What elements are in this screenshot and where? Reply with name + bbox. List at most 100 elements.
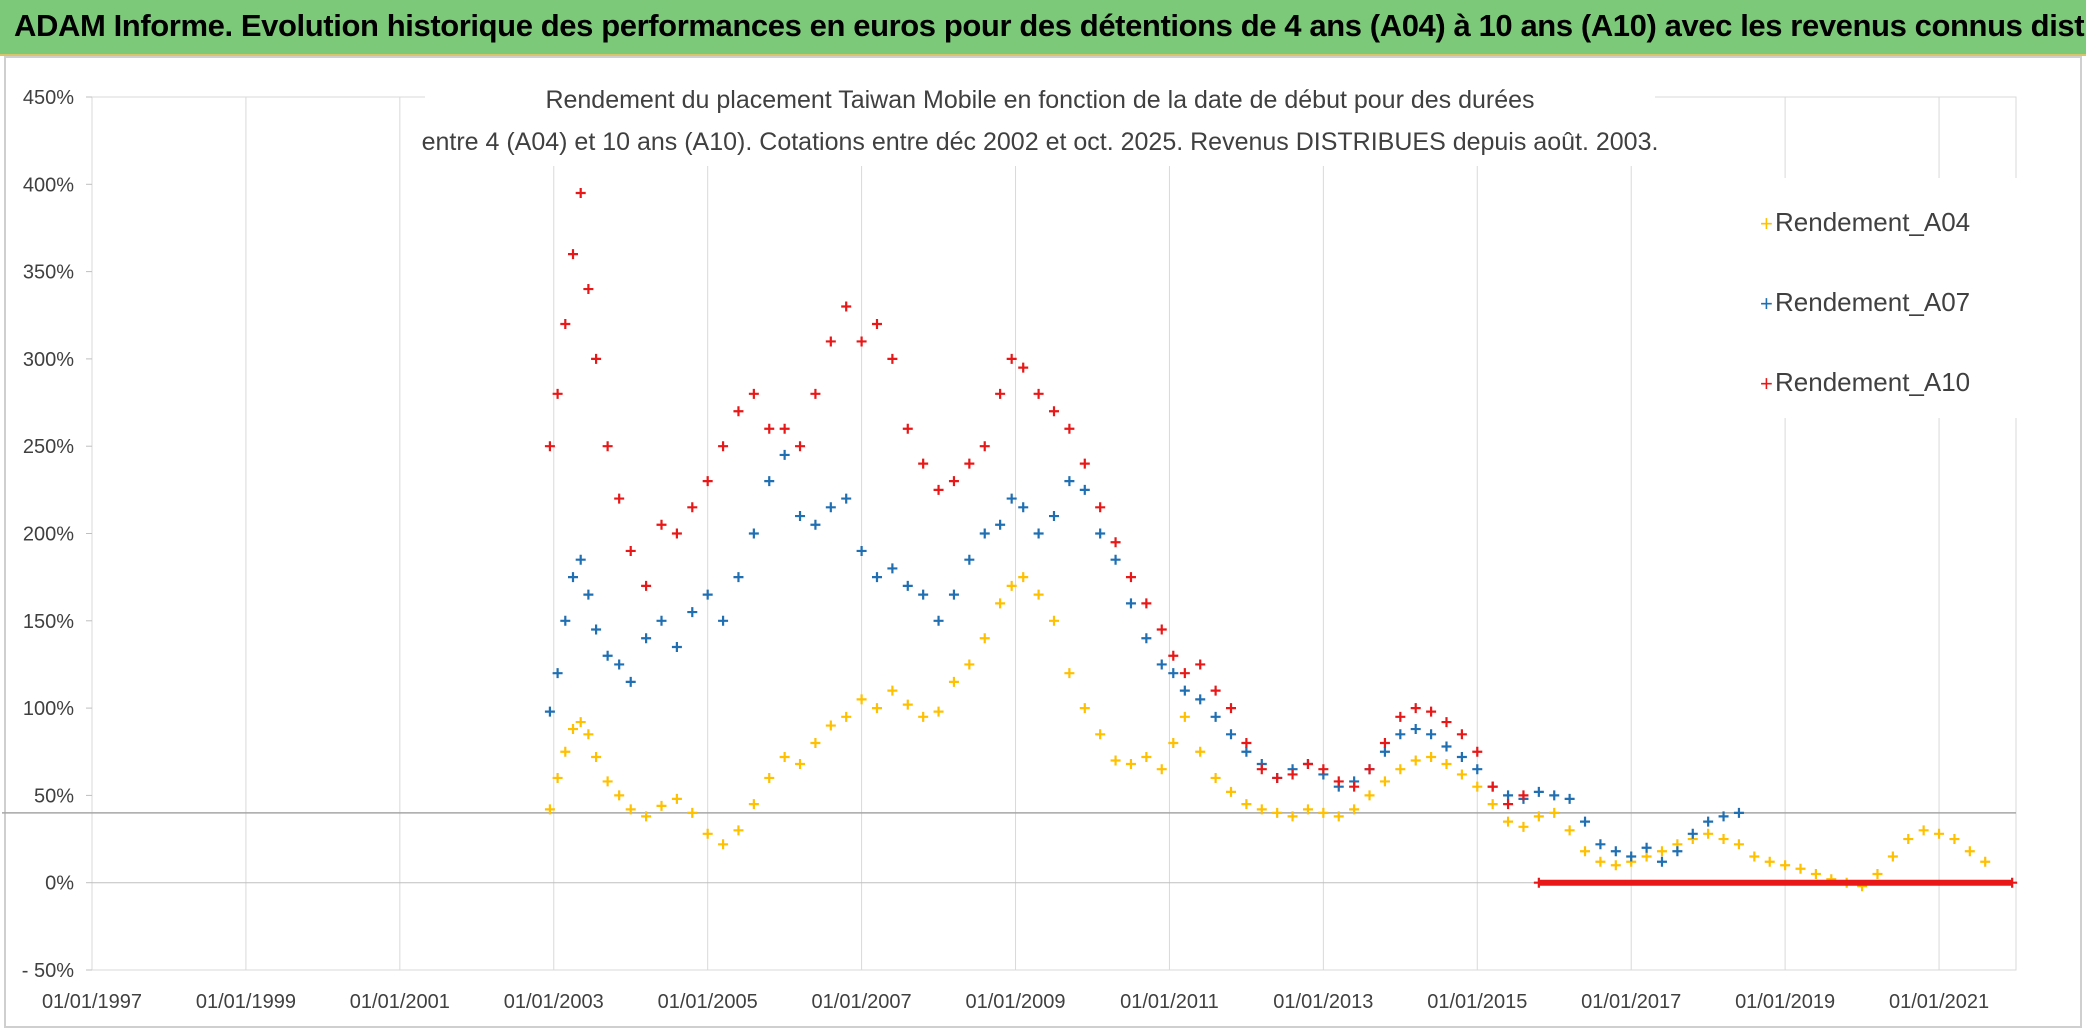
- data-point: [1472, 781, 1483, 792]
- data-point: [671, 641, 682, 652]
- data-point: [1580, 846, 1591, 857]
- data-point: [918, 458, 929, 469]
- points-layer: [544, 188, 2018, 892]
- data-point: [1733, 807, 1744, 818]
- data-point: [1426, 729, 1437, 740]
- data-point: [1210, 711, 1221, 722]
- data-point: [1887, 851, 1898, 862]
- data-point: [1141, 751, 1152, 762]
- data-point: [1168, 650, 1179, 661]
- data-point: [1503, 790, 1514, 801]
- data-point: [568, 724, 578, 735]
- data-point: [1006, 493, 1017, 504]
- data-point: [1156, 659, 1167, 670]
- data-point: [871, 318, 882, 329]
- data-point: [1156, 764, 1167, 775]
- data-point: [1364, 790, 1375, 801]
- data-point: [1549, 807, 1560, 818]
- data-point: [887, 353, 898, 364]
- data-point: [1256, 804, 1267, 815]
- data-point: [1441, 717, 1452, 728]
- x-tick-label: 01/01/2009: [965, 991, 1065, 1013]
- data-point: [560, 746, 571, 757]
- data-point: [1503, 799, 1514, 810]
- data-point: [671, 793, 682, 804]
- data-point: [1472, 764, 1483, 775]
- data-point: [583, 589, 594, 600]
- data-point: [918, 589, 929, 600]
- y-tick-label: 450%: [23, 87, 74, 109]
- data-point: [964, 659, 975, 670]
- data-point: [1079, 703, 1090, 714]
- data-point: [1964, 846, 1975, 857]
- data-point: [1872, 868, 1883, 879]
- data-point: [614, 659, 625, 670]
- data-point: [1302, 804, 1313, 815]
- data-point: [1272, 772, 1283, 783]
- data-point: [1395, 764, 1406, 775]
- data-point: [1287, 811, 1298, 822]
- data-point: [1287, 769, 1298, 780]
- data-point: [1125, 572, 1136, 583]
- data-point: [1472, 746, 1483, 757]
- data-point: [871, 572, 882, 583]
- legend: + Rendement_A04 + Rendement_A07 + Rendem…: [1700, 178, 2018, 418]
- data-point: [583, 729, 594, 740]
- axis-layer: 01/01/1997 01/01/1999 01/01/2001 01/01/2003…: [22, 87, 1989, 1013]
- legend-marker-a04: +: [1760, 211, 1773, 236]
- x-tick-label: 01/01/2019: [1735, 991, 1835, 1013]
- y-tick-label: 50%: [34, 785, 74, 807]
- data-point: [1703, 816, 1714, 827]
- data-point: [1125, 598, 1136, 609]
- data-point: [856, 545, 867, 556]
- data-point: [1503, 816, 1514, 827]
- data-point: [1564, 825, 1575, 836]
- data-point: [810, 738, 821, 749]
- data-point: [779, 423, 790, 434]
- data-point: [779, 751, 790, 762]
- data-point: [656, 615, 667, 626]
- data-point: [1379, 776, 1390, 787]
- x-tick-label: 01/01/2015: [1427, 991, 1527, 1013]
- data-point: [779, 449, 790, 460]
- data-point: [1226, 729, 1237, 740]
- data-point: [1626, 851, 1637, 862]
- data-point: [964, 554, 975, 565]
- data-point: [1095, 729, 1106, 740]
- x-tick-label: 01/01/2017: [1581, 991, 1681, 1013]
- data-point: [1049, 615, 1059, 626]
- data-point: [1241, 799, 1252, 810]
- data-point: [1456, 729, 1467, 740]
- data-point: [748, 799, 759, 810]
- data-point: [1410, 703, 1421, 714]
- data-point: [933, 484, 944, 495]
- x-tick-label: 01/01/1997: [42, 991, 142, 1013]
- data-point: [1364, 764, 1375, 775]
- data-point: [1580, 816, 1591, 827]
- data-point: [641, 633, 652, 644]
- chart-title-line-2: entre 4 (A04) et 10 ans (A10). Cotations…: [422, 128, 1659, 156]
- data-point: [902, 580, 913, 591]
- data-point: [995, 598, 1006, 609]
- x-tick-label: 01/01/2013: [1273, 991, 1373, 1013]
- y-tick-label: 200%: [23, 524, 74, 546]
- data-point: [979, 633, 990, 644]
- data-point: [702, 828, 713, 839]
- data-point: [1518, 821, 1529, 832]
- data-point: [1349, 781, 1360, 792]
- data-point: [1949, 834, 1960, 845]
- data-point: [795, 758, 806, 769]
- data-point: [1333, 811, 1344, 822]
- data-point: [575, 554, 586, 565]
- data-point: [1518, 790, 1529, 801]
- data-point: [1934, 828, 1945, 839]
- data-point: [1395, 729, 1406, 740]
- data-point: [1006, 353, 1017, 364]
- data-point: [1426, 751, 1437, 762]
- data-point: [1595, 839, 1606, 850]
- data-point: [575, 188, 586, 199]
- data-point: [641, 580, 652, 591]
- data-point: [1095, 502, 1106, 513]
- chart-title-line-1: Rendement du placement Taiwan Mobile en …: [545, 86, 1534, 114]
- series-rendement-a10-zero: [1533, 877, 2018, 888]
